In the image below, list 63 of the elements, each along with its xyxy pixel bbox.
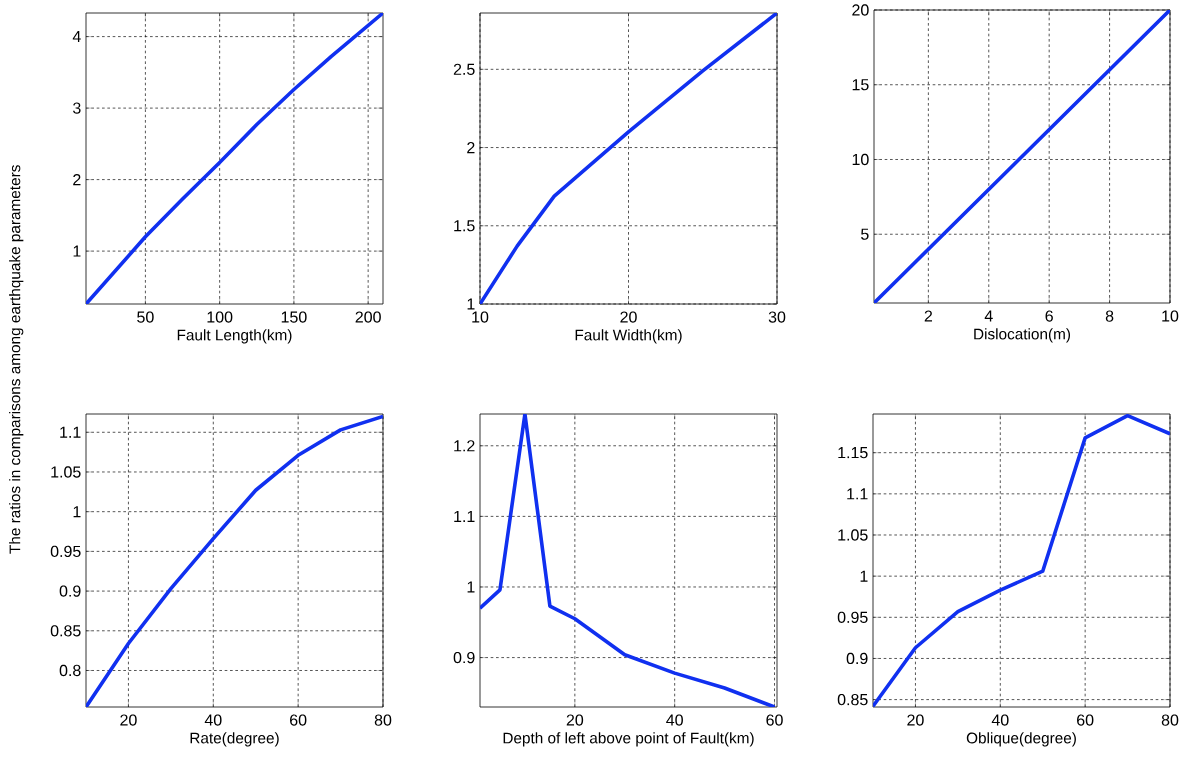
x-axis-title: Oblique(degree) <box>966 732 1076 747</box>
x-tick-label: 20 <box>907 714 924 726</box>
y-tick-label: 10 <box>852 153 869 166</box>
y-tick-label: 1.1 <box>60 426 81 438</box>
x-axis-title: Depth of left above point of Fault(km) <box>503 732 754 747</box>
x-tick-label: 60 <box>766 714 783 726</box>
x-tick-label: 2 <box>924 310 933 322</box>
y-tick-label: 2.5 <box>453 63 475 75</box>
y-tick-label: 1 <box>73 506 81 518</box>
x-tick-label: 50 <box>137 311 154 323</box>
x-tick-label: 40 <box>666 714 683 726</box>
y-tick-label: 2 <box>73 174 81 186</box>
y-tick-label: 15 <box>852 79 869 91</box>
y-tick-label: 1 <box>860 570 868 582</box>
y-tick-label: 20 <box>852 4 869 16</box>
x-tick-label: 10 <box>1162 310 1179 322</box>
x-tick-label: 80 <box>374 714 392 726</box>
x-tick-label: 40 <box>991 714 1009 726</box>
y-tick-label: 1.2 <box>454 440 475 452</box>
x-tick-label: 6 <box>1045 310 1053 322</box>
x-tick-label: 100 <box>207 311 233 323</box>
y-tick-label: 1.05 <box>51 466 81 478</box>
y-tick-label: 1.1 <box>847 488 868 500</box>
y-tick-label: 0.95 <box>837 611 868 623</box>
y-tick-label: 2 <box>467 141 475 154</box>
y-tick-label: 5 <box>861 228 869 240</box>
y-tick-label: 0.9 <box>846 652 868 665</box>
y-tick-label: 1 <box>467 581 475 593</box>
y-tick-label: 1.1 <box>454 510 475 522</box>
y-tick-label: 0.95 <box>50 545 81 558</box>
x-tick-label: 8 <box>1105 310 1114 322</box>
y-tick-label: 1.05 <box>838 529 868 541</box>
x-tick-label: 20 <box>620 311 637 323</box>
line-series <box>480 13 777 305</box>
y-tick-label: 0.9 <box>59 585 81 597</box>
line-series <box>86 414 383 708</box>
y-tick-label: 4 <box>72 31 81 43</box>
y-tick-label: 0.8 <box>59 664 81 677</box>
y-tick-label: 1 <box>467 298 475 310</box>
y-tick-label: 3 <box>73 102 81 114</box>
x-axis-title: Rate(degree) <box>190 732 279 747</box>
y-tick-label: 0.85 <box>837 693 868 706</box>
x-tick-label: 80 <box>1161 714 1179 726</box>
x-tick-label: 30 <box>768 311 786 323</box>
y-tick-label: 1.15 <box>838 447 868 459</box>
x-axis-title: Fault Width(km) <box>575 329 682 344</box>
y-tick-label: 1 <box>73 245 81 257</box>
x-axis-title: Fault Length(km) <box>177 329 292 344</box>
y-tick-label: 1.5 <box>454 220 475 232</box>
line-series <box>480 414 777 708</box>
x-tick-label: 4 <box>984 310 993 322</box>
line-series <box>873 414 1170 708</box>
x-tick-label: 150 <box>281 311 307 323</box>
x-tick-label: 60 <box>290 714 307 726</box>
y-tick-label: 0.9 <box>453 651 475 664</box>
y-axis-title: The ratios in comparisons among earthquake parameters <box>9 165 24 554</box>
x-tick-label: 200 <box>355 311 381 323</box>
y-tick-label: 0.85 <box>50 625 81 637</box>
x-tick-label: 20 <box>566 714 584 726</box>
x-tick-label: 40 <box>204 714 222 726</box>
x-axis-title: Dislocation(m) <box>974 328 1071 343</box>
x-tick-label: 20 <box>120 714 137 726</box>
x-tick-label: 60 <box>1077 714 1094 726</box>
